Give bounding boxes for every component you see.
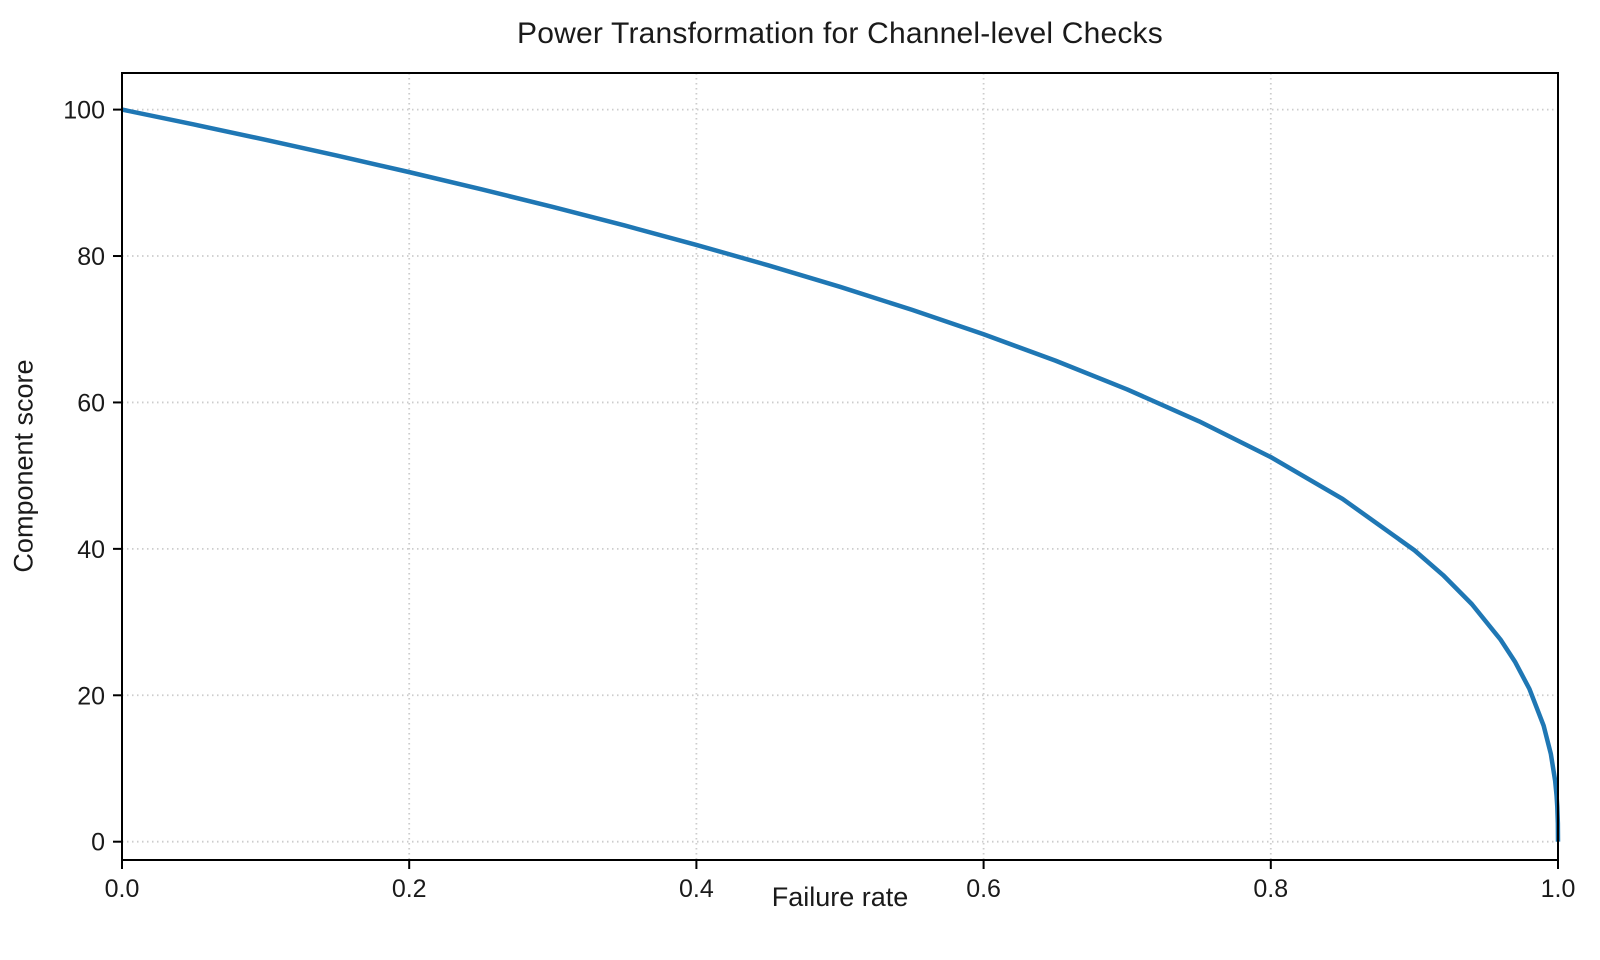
x-tick-label: 0.0 bbox=[105, 875, 140, 903]
x-tick-label: 0.2 bbox=[392, 875, 427, 903]
axes-spines bbox=[121, 72, 1559, 861]
y-tick-label: 20 bbox=[77, 682, 105, 710]
y-tick-label: 80 bbox=[77, 243, 105, 271]
y-tick-label: 60 bbox=[77, 389, 105, 417]
power-curve-series bbox=[121, 107, 1561, 842]
axis-tick-labels: 0.0 0.2 0.4 0.6 0.8 1.0 0 20 40 60 80 100 bbox=[63, 97, 1575, 903]
axes-box bbox=[121, 72, 1559, 861]
power-curve-line bbox=[121, 107, 1561, 842]
y-tick-label: 40 bbox=[77, 536, 105, 564]
y-axis-label: Component score bbox=[8, 359, 39, 573]
gridlines bbox=[122, 73, 1558, 860]
x-tick-label: 1.0 bbox=[1541, 875, 1576, 903]
x-tick-label: 0.8 bbox=[1253, 875, 1288, 903]
axis-ticks bbox=[113, 108, 1559, 869]
y-tick-label: 0 bbox=[91, 829, 105, 857]
x-axis-label: Failure rate bbox=[771, 882, 909, 912]
chart-title: Power Transformation for Channel-level C… bbox=[517, 17, 1163, 50]
x-tick-label: 0.4 bbox=[679, 875, 714, 903]
y-tick-label: 100 bbox=[63, 97, 105, 125]
x-tick-label: 0.6 bbox=[966, 875, 1001, 903]
